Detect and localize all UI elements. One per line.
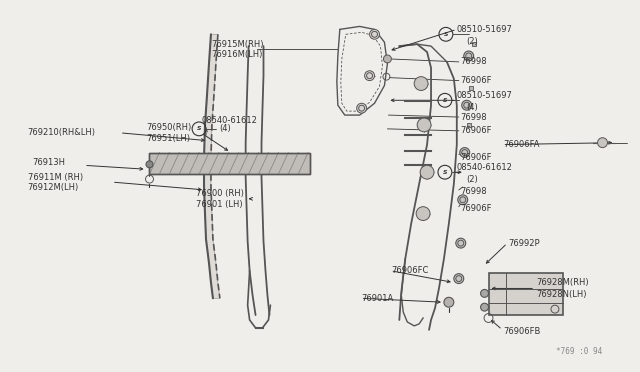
- Text: 76906F: 76906F: [461, 76, 492, 85]
- Text: 76906F: 76906F: [461, 126, 492, 135]
- Circle shape: [461, 100, 472, 110]
- Text: 76998: 76998: [461, 113, 488, 122]
- Text: 76928N(LH): 76928N(LH): [536, 290, 587, 299]
- Circle shape: [414, 77, 428, 90]
- Text: 76901 (LH): 76901 (LH): [196, 200, 243, 209]
- Text: 76913H: 76913H: [33, 158, 65, 167]
- Circle shape: [458, 195, 468, 205]
- Circle shape: [481, 289, 488, 297]
- Text: (2): (2): [467, 37, 479, 46]
- Text: 76911M (RH): 76911M (RH): [28, 173, 83, 182]
- Text: S: S: [197, 126, 202, 131]
- Text: 76915M(RH): 76915M(RH): [211, 40, 264, 49]
- Text: 08540-61612: 08540-61612: [201, 116, 257, 125]
- Circle shape: [460, 148, 470, 157]
- Text: 76998: 76998: [461, 187, 488, 196]
- Text: 769210(RH&LH): 769210(RH&LH): [28, 128, 95, 137]
- Text: (4): (4): [219, 124, 230, 134]
- Text: 76906FB: 76906FB: [504, 327, 541, 336]
- Circle shape: [383, 55, 392, 63]
- Circle shape: [365, 71, 374, 81]
- Circle shape: [481, 303, 488, 311]
- Text: 76928M(RH): 76928M(RH): [536, 278, 589, 287]
- Polygon shape: [204, 34, 220, 298]
- Circle shape: [444, 297, 454, 307]
- Circle shape: [464, 51, 474, 61]
- Text: (4): (4): [467, 103, 479, 112]
- Text: (2): (2): [467, 174, 479, 184]
- Circle shape: [456, 238, 466, 248]
- Text: 76906F: 76906F: [461, 153, 492, 162]
- Text: S: S: [444, 32, 448, 37]
- Circle shape: [369, 29, 380, 39]
- Text: 76912M(LH): 76912M(LH): [28, 183, 79, 192]
- Circle shape: [454, 274, 464, 283]
- Text: 08540-61612: 08540-61612: [457, 163, 513, 172]
- Text: S: S: [443, 98, 447, 103]
- Text: *769 :0 94: *769 :0 94: [556, 347, 602, 356]
- Text: 76906FC: 76906FC: [392, 266, 429, 275]
- Text: 08510-51697: 08510-51697: [457, 91, 513, 100]
- Text: 76992P: 76992P: [508, 238, 540, 248]
- Circle shape: [420, 165, 434, 179]
- Circle shape: [598, 138, 607, 148]
- Text: 76916M(LH): 76916M(LH): [211, 49, 262, 58]
- Text: S: S: [443, 170, 447, 175]
- Circle shape: [356, 103, 367, 113]
- Text: 76951(LH): 76951(LH): [147, 134, 191, 143]
- Circle shape: [417, 118, 431, 132]
- FancyBboxPatch shape: [150, 153, 310, 174]
- Text: 76901A: 76901A: [362, 294, 394, 303]
- Text: 76950(RH): 76950(RH): [147, 124, 192, 132]
- Text: 76998: 76998: [461, 57, 488, 66]
- Text: 76906FA: 76906FA: [504, 140, 540, 149]
- Circle shape: [146, 161, 153, 168]
- Text: 76900 (RH): 76900 (RH): [196, 189, 244, 198]
- Text: 76906F: 76906F: [461, 204, 492, 213]
- Text: 08510-51697: 08510-51697: [457, 25, 513, 34]
- Circle shape: [416, 207, 430, 221]
- FancyBboxPatch shape: [488, 273, 563, 315]
